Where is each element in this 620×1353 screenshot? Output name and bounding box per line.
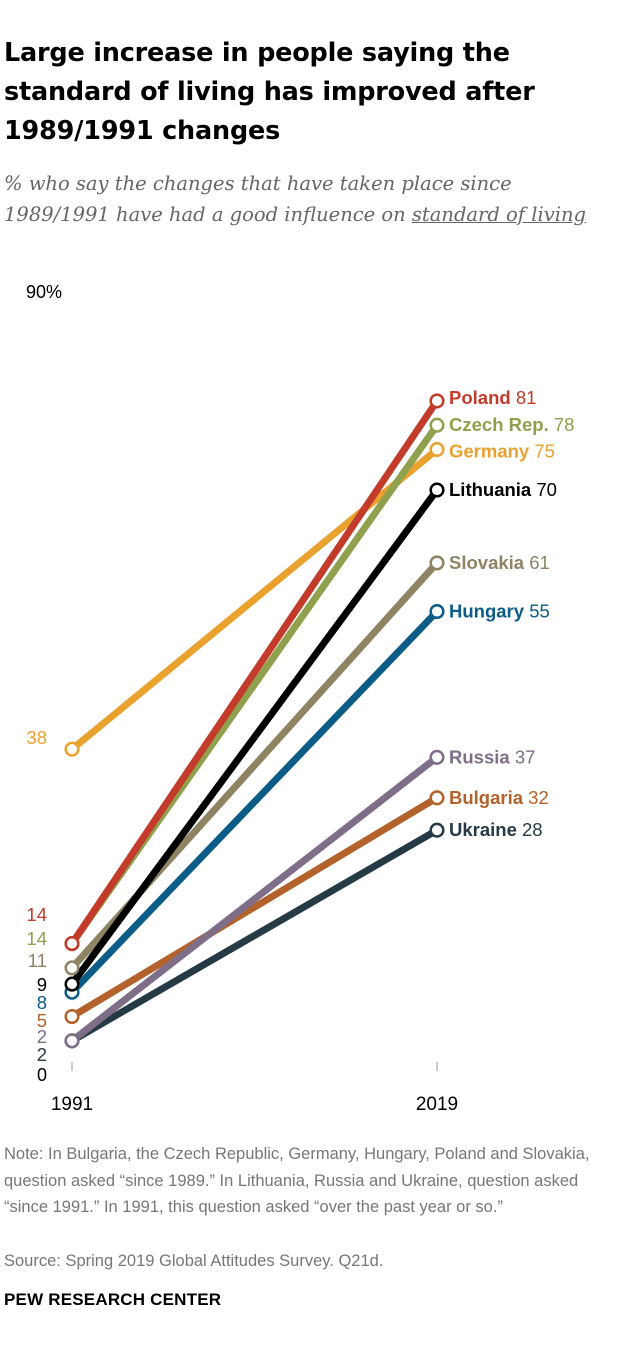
- point-2019-russia: [429, 749, 445, 765]
- series-name-hungary: Hungary: [449, 601, 529, 622]
- series-label-poland: Poland 81: [449, 387, 536, 408]
- series-name-germany: Germany: [449, 441, 534, 462]
- point-1991-poland: [64, 936, 80, 952]
- point-2019-ukraine: [429, 822, 445, 838]
- point-2019-germany: [429, 441, 445, 458]
- series-name-czech-rep: Czech Rep.: [449, 414, 554, 435]
- start-value-label: 11: [28, 950, 47, 971]
- point-1991-germany: [64, 741, 80, 757]
- start-value-label: 9: [37, 974, 47, 995]
- series-line-lithuania: [68, 486, 441, 988]
- source-line: Source: Spring 2019 Global Attitudes Sur…: [4, 1252, 384, 1270]
- start-value-label: 14: [26, 928, 47, 949]
- series-value-ukraine: 28: [522, 819, 543, 840]
- x-axis-label-2019: 2019: [416, 1094, 458, 1115]
- series-value-russia: 37: [515, 746, 536, 767]
- series-label-slovakia: Slovakia 61: [449, 552, 550, 573]
- series-name-bulgaria: Bulgaria: [449, 787, 528, 808]
- series-name-ukraine: Ukraine: [449, 819, 522, 840]
- start-value-label: 5: [37, 1010, 47, 1031]
- chart-title: Large increase in people saying the stan…: [4, 38, 535, 146]
- point-2019-hungary: [429, 603, 445, 620]
- series-value-hungary: 55: [529, 601, 550, 622]
- series-label-hungary: Hungary 55: [449, 601, 550, 622]
- start-value-label: 38: [26, 727, 47, 748]
- series-value-slovakia: 61: [529, 552, 550, 573]
- point-1991-russia: [64, 1033, 80, 1049]
- series-name-poland: Poland: [449, 387, 516, 408]
- point-2019-slovakia: [429, 555, 445, 571]
- series-name-slovakia: Slovakia: [449, 552, 529, 573]
- series-value-bulgaria: 32: [528, 787, 549, 808]
- start-value-label: 2: [37, 1044, 47, 1065]
- series-label-germany: Germany 75: [449, 441, 555, 462]
- series-line-bulgaria: [68, 794, 441, 1020]
- start-value-label: 2: [37, 1026, 47, 1047]
- series-line-russia: [68, 753, 441, 1045]
- series-line-poland: [68, 397, 441, 948]
- series-name-lithuania: Lithuania: [449, 479, 536, 500]
- series-value-poland: 81: [516, 387, 537, 408]
- x-axis-label-1991: 1991: [51, 1094, 93, 1115]
- series-label-lithuania: Lithuania 70: [449, 479, 557, 500]
- start-value-label: 14: [26, 904, 47, 925]
- subtitle-underlined: standard of living: [411, 203, 586, 226]
- point-2019-lithuania: [429, 482, 445, 498]
- series-label-ukraine: Ukraine 28: [449, 819, 543, 840]
- point-1991-bulgaria: [64, 1008, 80, 1025]
- series-label-russia: Russia 37: [449, 746, 535, 767]
- series-value-lithuania: 70: [536, 479, 557, 500]
- point-2019-czech-rep: [429, 417, 445, 433]
- brand-logo: PEW RESEARCH CENTER: [4, 1290, 222, 1309]
- series-value-germany: 75: [534, 441, 555, 462]
- series-line-germany: [68, 446, 441, 753]
- start-value-label: 8: [37, 992, 47, 1013]
- y-axis-zero-label: 0: [37, 1065, 47, 1085]
- point-1991-slovakia: [64, 960, 80, 976]
- point-1991-lithuania: [64, 976, 80, 992]
- series-line-hungary: [68, 608, 441, 996]
- series-label-czech-rep: Czech Rep. 78: [449, 414, 574, 435]
- point-2019-poland: [429, 393, 445, 409]
- subtitle-text: % who say the changes that have taken pl…: [4, 172, 512, 226]
- series-name-russia: Russia: [449, 746, 515, 767]
- series-label-bulgaria: Bulgaria 32: [449, 787, 549, 808]
- series-line-ukraine: [68, 826, 441, 1045]
- point-2019-bulgaria: [429, 790, 445, 806]
- series-value-czech-rep: 78: [554, 414, 575, 435]
- chart-subtitle: % who say the changes that have taken pl…: [4, 168, 604, 230]
- y-axis-top-label: 90%: [26, 282, 62, 302]
- footnote: Note: In Bulgaria, the Czech Republic, G…: [4, 1145, 590, 1216]
